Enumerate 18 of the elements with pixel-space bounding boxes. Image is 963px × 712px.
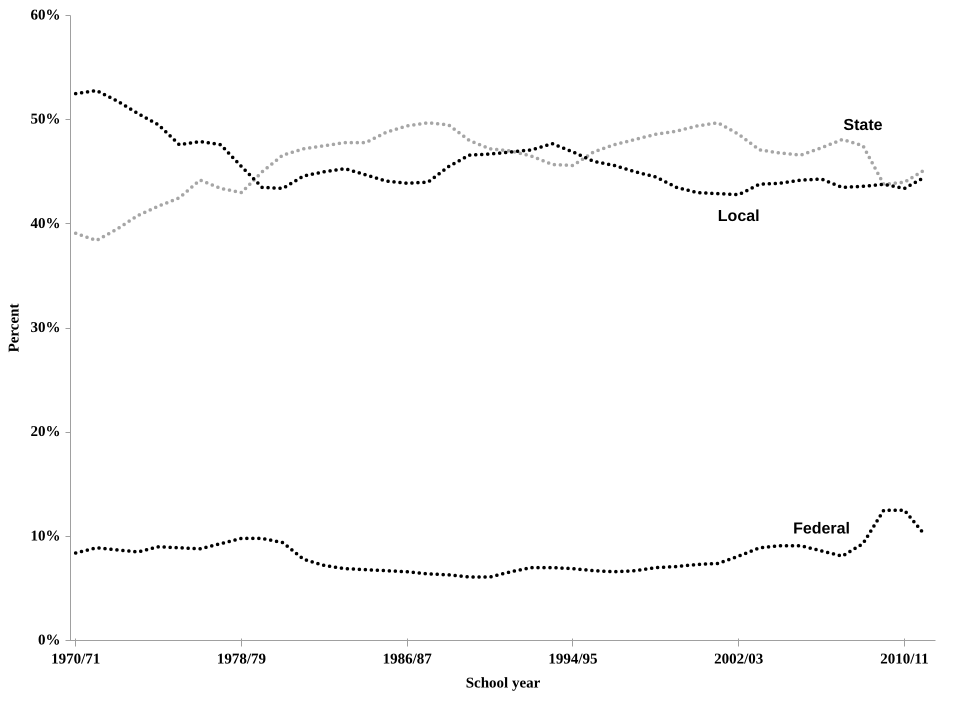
y-tick-label: 20% — [30, 424, 60, 440]
y-axis-title: Percent — [6, 304, 22, 352]
x-tick-label: 1994/95 — [548, 652, 598, 668]
x-axis-title: School year — [466, 676, 541, 692]
y-tick-label: 0% — [38, 632, 60, 648]
y-tick-label: 60% — [30, 8, 60, 24]
series-label: Federal — [793, 520, 850, 538]
y-tick-label: 50% — [30, 112, 60, 128]
x-tick-label: 2010/11 — [880, 652, 929, 668]
x-tick-label: 1970/71 — [51, 652, 100, 668]
x-tick-label: 2002/03 — [714, 652, 764, 668]
y-tick-label: 10% — [30, 528, 60, 544]
series-label: State — [843, 117, 883, 134]
y-tick-label: 30% — [30, 320, 60, 336]
series-label: Local — [718, 208, 760, 226]
y-tick-label: 40% — [30, 216, 60, 232]
x-tick-label: 1986/87 — [382, 652, 432, 668]
x-tick-label: 1978/79 — [216, 652, 266, 668]
